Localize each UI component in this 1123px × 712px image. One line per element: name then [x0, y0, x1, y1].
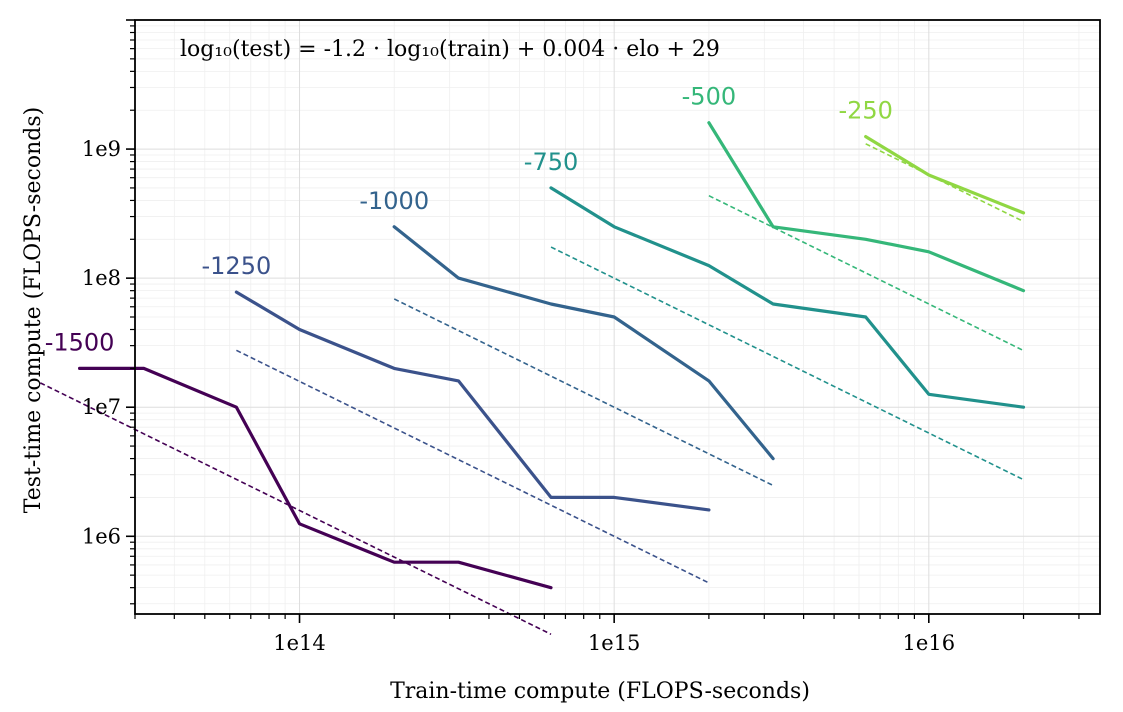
y-tick-label: 1e8 — [82, 266, 121, 290]
series-label-neg500: -500 — [682, 83, 736, 111]
series-line-neg1000 — [392, 225, 775, 461]
series-label-neg1500: -1500 — [45, 328, 115, 356]
series-label-neg750: -750 — [524, 148, 578, 176]
fit-lines — [39, 143, 1024, 636]
fit-line-neg1000 — [393, 298, 774, 487]
y-tick-label: 1e9 — [82, 137, 121, 161]
y-axis-title: Test-time compute (FLOPS-seconds) — [21, 107, 46, 513]
fit-line-neg500 — [708, 194, 1024, 352]
x-axis-ticks — [134, 614, 1080, 623]
fit-line-neg250 — [865, 143, 1024, 223]
series-label-neg1000: -1000 — [359, 187, 429, 215]
x-tick-label: 1e15 — [588, 631, 641, 655]
series-label-neg1250: -1250 — [202, 252, 272, 280]
y-tick-label: 1e7 — [82, 395, 121, 419]
y-tick-label: 1e6 — [82, 524, 121, 548]
series-lines — [77, 121, 1026, 590]
series-line-neg250 — [864, 135, 1026, 215]
series-line-neg500 — [707, 121, 1026, 293]
grid-minor — [134, 20, 1100, 614]
x-tick-label: 1e16 — [903, 631, 956, 655]
y-axis-ticks — [126, 19, 135, 605]
series-line-neg1500 — [77, 366, 553, 590]
x-tick-labels: 1e14 1e15 1e16 — [273, 631, 955, 655]
x-tick-label: 1e14 — [273, 631, 326, 655]
fit-line-neg1500 — [39, 382, 552, 636]
series-line-neg1250 — [234, 290, 711, 512]
fit-formula: log₁₀(test) = -1.2 · log₁₀(train) + 0.00… — [180, 37, 720, 62]
y-tick-labels: 1e6 1e7 1e8 1e9 — [82, 137, 121, 548]
series-label-neg250: -250 — [838, 97, 892, 125]
series-labels: -1500 -1250 -1000 -750 -500 -250 — [45, 83, 893, 357]
series-line-neg750 — [549, 186, 1026, 409]
x-axis-title: Train-time compute (FLOPS-seconds) — [390, 679, 810, 704]
